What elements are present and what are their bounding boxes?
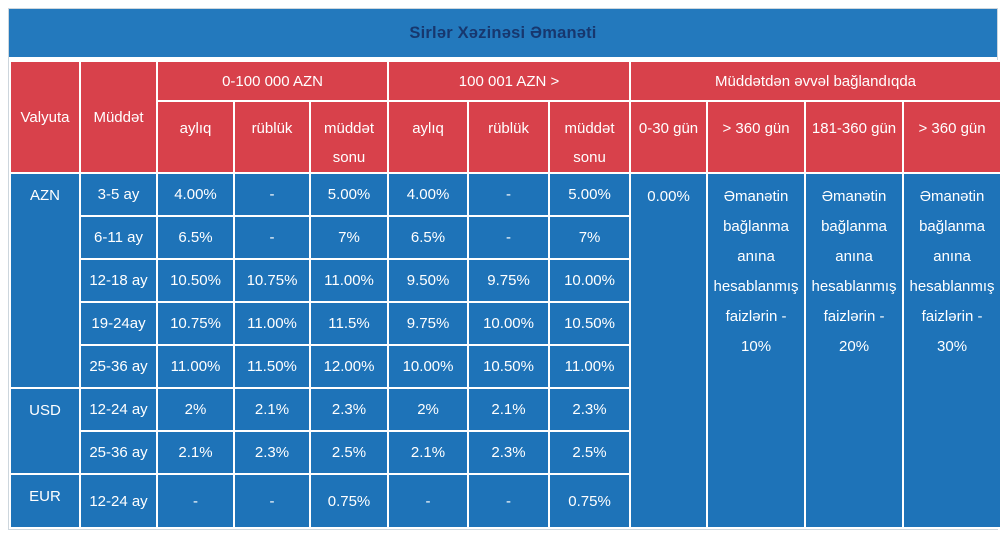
- rate-cell: 11.00%: [308, 258, 390, 303]
- header-cell-term: Müddət: [79, 60, 158, 174]
- rate-cell: 0.75%: [308, 473, 390, 529]
- subheader-181-360-days: 181-360 gün: [804, 100, 905, 174]
- subheader-0-30-days: 0-30 gün: [629, 100, 709, 174]
- rate-cell: 10.75%: [156, 301, 235, 346]
- header-group-100k-plus: 100 001 AZN >: [387, 60, 632, 102]
- rate-cell: 2%: [387, 387, 470, 432]
- rate-cell: -: [387, 473, 470, 529]
- rate-cell: -: [467, 473, 551, 529]
- table-row: 25-36 ay 2.1% 2.3% 2.5% 2.1% 2.3% 2.5%: [10, 430, 1001, 475]
- rate-cell: 6.5%: [156, 215, 235, 260]
- subheader-gt-360-days-2: > 360 gün: [902, 100, 1003, 174]
- rate-cell: -: [233, 215, 311, 260]
- rate-cell: 11.00%: [233, 301, 311, 346]
- header-group-early-close: Müddətdən əvvəl bağlandıqda: [629, 60, 1003, 102]
- rate-cell: -: [467, 172, 551, 217]
- table-row: AZN 3-5 ay 4.00% - 5.00% 4.00% - 5.00% 0…: [9, 172, 1003, 529]
- subheader-monthly-2: aylıq: [387, 100, 470, 174]
- rate-cell: 10.00%: [548, 258, 632, 303]
- rate-cell: 9.75%: [387, 301, 470, 346]
- rate-cell: 10.50%: [467, 344, 551, 389]
- subheader-monthly-1: aylıq: [156, 100, 235, 174]
- deposit-rates-widget: Sirlər Xəzinəsi Əmanəti Valyuta Müddət 0…: [8, 8, 1003, 530]
- rate-cell: 10.00%: [467, 301, 551, 346]
- early-close-0-30-cell: 0.00%: [629, 172, 709, 529]
- rate-cell: -: [467, 215, 551, 260]
- rate-cell: 2.1%: [233, 387, 311, 432]
- rate-cell: 11.00%: [548, 344, 632, 389]
- rate-cell: 7%: [548, 215, 632, 260]
- header-group-row: Valyuta Müddət 0-100 000 AZN 100 001 AZN…: [9, 60, 1003, 174]
- term-cell: 25-36 ay: [79, 430, 158, 475]
- term-cell: 6-11 ay: [79, 215, 158, 260]
- term-cell: 12-24 ay: [79, 387, 158, 432]
- subheader-end-of-term-1: müddət sonu: [308, 100, 390, 174]
- rate-cell: 2.3%: [233, 430, 311, 475]
- subheader-end-of-term-2: müddət sonu: [548, 100, 632, 174]
- subheader-quarterly-2: rüblük: [467, 100, 551, 174]
- rate-cell: 2.1%: [156, 430, 235, 475]
- rate-cell: 7%: [308, 215, 390, 260]
- early-close-181-360-cell: Əmanətin bağlanma anına hesablanmış faiz…: [804, 172, 905, 529]
- rate-cell: 2.3%: [467, 430, 551, 475]
- rate-cell: 2.3%: [308, 387, 390, 432]
- rate-cell: -: [156, 473, 235, 529]
- header-group-0-100k: 0-100 000 AZN: [155, 60, 390, 102]
- table-row: 12-18 ay 10.50% 10.75% 11.00% 9.50% 9.75…: [10, 258, 1001, 303]
- rate-cell: 2.3%: [548, 387, 632, 432]
- term-cell: 19-24ay: [79, 301, 158, 346]
- header-cell-currency: Valyuta: [9, 60, 81, 174]
- term-cell: 25-36 ay: [79, 344, 158, 389]
- table-title: Sirlər Xəzinəsi Əmanəti: [9, 9, 997, 57]
- rate-cell: 10.00%: [387, 344, 470, 389]
- term-cell: 12-18 ay: [79, 258, 158, 303]
- rate-cell: 4.00%: [156, 172, 235, 217]
- rate-cell: 11.5%: [308, 301, 390, 346]
- rate-cell: 5.00%: [308, 172, 390, 217]
- rate-cell: 11.50%: [233, 344, 311, 389]
- table-row: EUR 12-24 ay - - 0.75% - - 0.75%: [9, 473, 1001, 529]
- deposit-rates-table: Valyuta Müddət 0-100 000 AZN 100 001 AZN…: [9, 60, 1003, 529]
- term-cell: 3-5 ay: [79, 172, 158, 217]
- header-sub-row: aylıq rüblük müddət sonu aylıq rüblük mü…: [10, 100, 1003, 174]
- table-row: USD 12-24 ay 2% 2.1% 2.3% 2% 2.1% 2.3%: [9, 387, 1001, 475]
- rate-cell: 9.75%: [467, 258, 551, 303]
- rate-cell: 4.00%: [387, 172, 470, 217]
- rate-cell: 6.5%: [387, 215, 470, 260]
- rate-cell: 2.5%: [548, 430, 632, 475]
- table-row: 25-36 ay 11.00% 11.50% 12.00% 10.00% 10.…: [10, 344, 1001, 389]
- table-row: 6-11 ay 6.5% - 7% 6.5% - 7%: [10, 215, 1001, 260]
- table-row: 19-24ay 10.75% 11.00% 11.5% 9.75% 10.00%…: [10, 301, 1001, 346]
- rate-cell: 12.00%: [308, 344, 390, 389]
- rate-cell: 2.1%: [387, 430, 470, 475]
- rate-cell: -: [233, 473, 311, 529]
- rate-cell: -: [233, 172, 311, 217]
- rate-cell: 10.50%: [156, 258, 235, 303]
- rate-cell: 11.00%: [156, 344, 235, 389]
- early-close-gt360-cell-2: Əmanətin bağlanma anına hesablanmış faiz…: [902, 172, 1003, 529]
- currency-cell-eur: EUR: [9, 473, 81, 529]
- early-close-gt360-cell-1: Əmanətin bağlanma anına hesablanmış faiz…: [706, 172, 807, 529]
- rate-cell: 2.1%: [467, 387, 551, 432]
- subheader-quarterly-1: rüblük: [233, 100, 311, 174]
- rate-cell: 9.50%: [387, 258, 470, 303]
- currency-cell-usd: USD: [9, 387, 81, 475]
- rate-cell: 0.75%: [548, 473, 632, 529]
- currency-cell-azn: AZN: [9, 172, 81, 389]
- rate-cell: 5.00%: [548, 172, 632, 217]
- rate-cell: 2%: [156, 387, 235, 432]
- rate-cell: 2.5%: [308, 430, 390, 475]
- rate-cell: 10.50%: [548, 301, 632, 346]
- term-cell: 12-24 ay: [79, 473, 158, 529]
- subheader-gt-360-days-1: > 360 gün: [706, 100, 807, 174]
- rate-cell: 10.75%: [233, 258, 311, 303]
